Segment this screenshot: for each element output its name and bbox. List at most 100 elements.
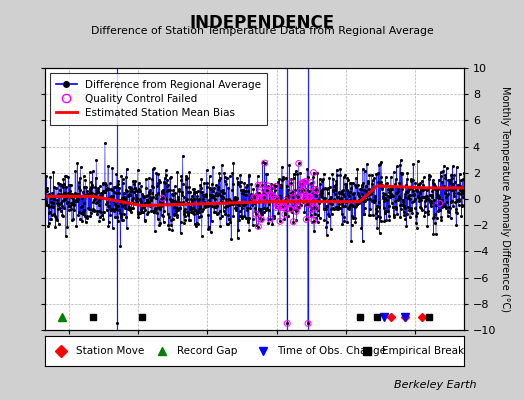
Point (374, 213, 382, 219)
Point (258, 211, 266, 217)
Point (54, 180, 62, 186)
Point (93, 208, 101, 214)
Point (151, 208, 160, 214)
Point (343, 176, 352, 183)
Point (260, 160, 269, 166)
Point (329, 188, 337, 194)
Point (312, 205, 320, 211)
Point (212, 182, 220, 188)
Point (402, 182, 410, 188)
Point (339, 190, 347, 197)
Point (290, 206, 298, 212)
Point (272, 195, 280, 202)
Point (304, 320, 312, 327)
Point (63, 194, 71, 200)
Point (443, 199, 452, 206)
Point (177, 219, 185, 225)
Point (169, 187, 177, 194)
Point (435, 196, 443, 202)
Point (420, 194, 428, 200)
Point (249, 216, 257, 223)
Point (396, 195, 405, 202)
Point (75, 208, 84, 215)
Point (288, 205, 297, 211)
Point (368, 198, 376, 204)
Point (311, 193, 320, 199)
Point (257, 216, 266, 223)
Point (92, 199, 100, 206)
Point (53, 206, 62, 212)
Point (221, 174, 229, 180)
Point (46, 216, 54, 222)
Point (47, 216, 56, 222)
Point (159, 186, 167, 193)
Point (306, 194, 314, 200)
Point (348, 212, 356, 219)
Point (165, 226, 173, 232)
Point (444, 213, 452, 220)
Point (283, 320, 291, 327)
Point (166, 175, 174, 182)
Point (126, 192, 135, 198)
Point (228, 170, 236, 176)
Point (410, 192, 419, 198)
Point (135, 180, 143, 186)
Point (56, 205, 64, 212)
Point (376, 230, 384, 236)
Point (174, 194, 182, 200)
Point (93, 199, 102, 205)
Point (350, 189, 358, 196)
Point (111, 201, 119, 207)
Point (321, 184, 330, 191)
Point (48, 204, 57, 210)
Point (55, 201, 63, 207)
Point (233, 200, 241, 207)
Point (260, 195, 269, 202)
Point (85, 168, 94, 175)
Point (446, 180, 454, 186)
Point (346, 202, 355, 208)
Point (147, 208, 155, 214)
Point (328, 170, 336, 177)
Point (435, 200, 444, 207)
Point (273, 201, 281, 208)
Point (120, 190, 128, 196)
Point (185, 184, 193, 190)
Point (66, 191, 74, 197)
Point (292, 199, 300, 206)
Point (209, 164, 217, 170)
Point (68, 216, 76, 223)
Point (56, 180, 64, 187)
Point (205, 202, 213, 208)
Point (117, 200, 125, 206)
Point (53, 217, 61, 223)
Point (456, 183, 464, 190)
Point (182, 176, 191, 182)
Point (443, 191, 452, 198)
Point (106, 212, 114, 218)
Point (107, 205, 116, 212)
Point (306, 181, 314, 188)
Point (287, 206, 295, 212)
Point (58, 181, 66, 188)
Point (190, 186, 199, 192)
Point (178, 192, 187, 199)
Point (307, 211, 315, 218)
Point (135, 188, 144, 194)
Point (196, 213, 205, 220)
Point (298, 181, 307, 188)
Point (69, 195, 77, 202)
Point (168, 198, 177, 204)
Point (154, 180, 162, 186)
Point (46, 174, 54, 181)
Point (302, 216, 311, 222)
Point (104, 195, 112, 201)
Point (359, 180, 368, 186)
Point (133, 188, 141, 194)
Point (327, 206, 335, 213)
Point (379, 205, 388, 211)
Point (115, 210, 124, 216)
Point (93, 188, 102, 195)
Point (257, 217, 265, 224)
Point (445, 186, 453, 192)
